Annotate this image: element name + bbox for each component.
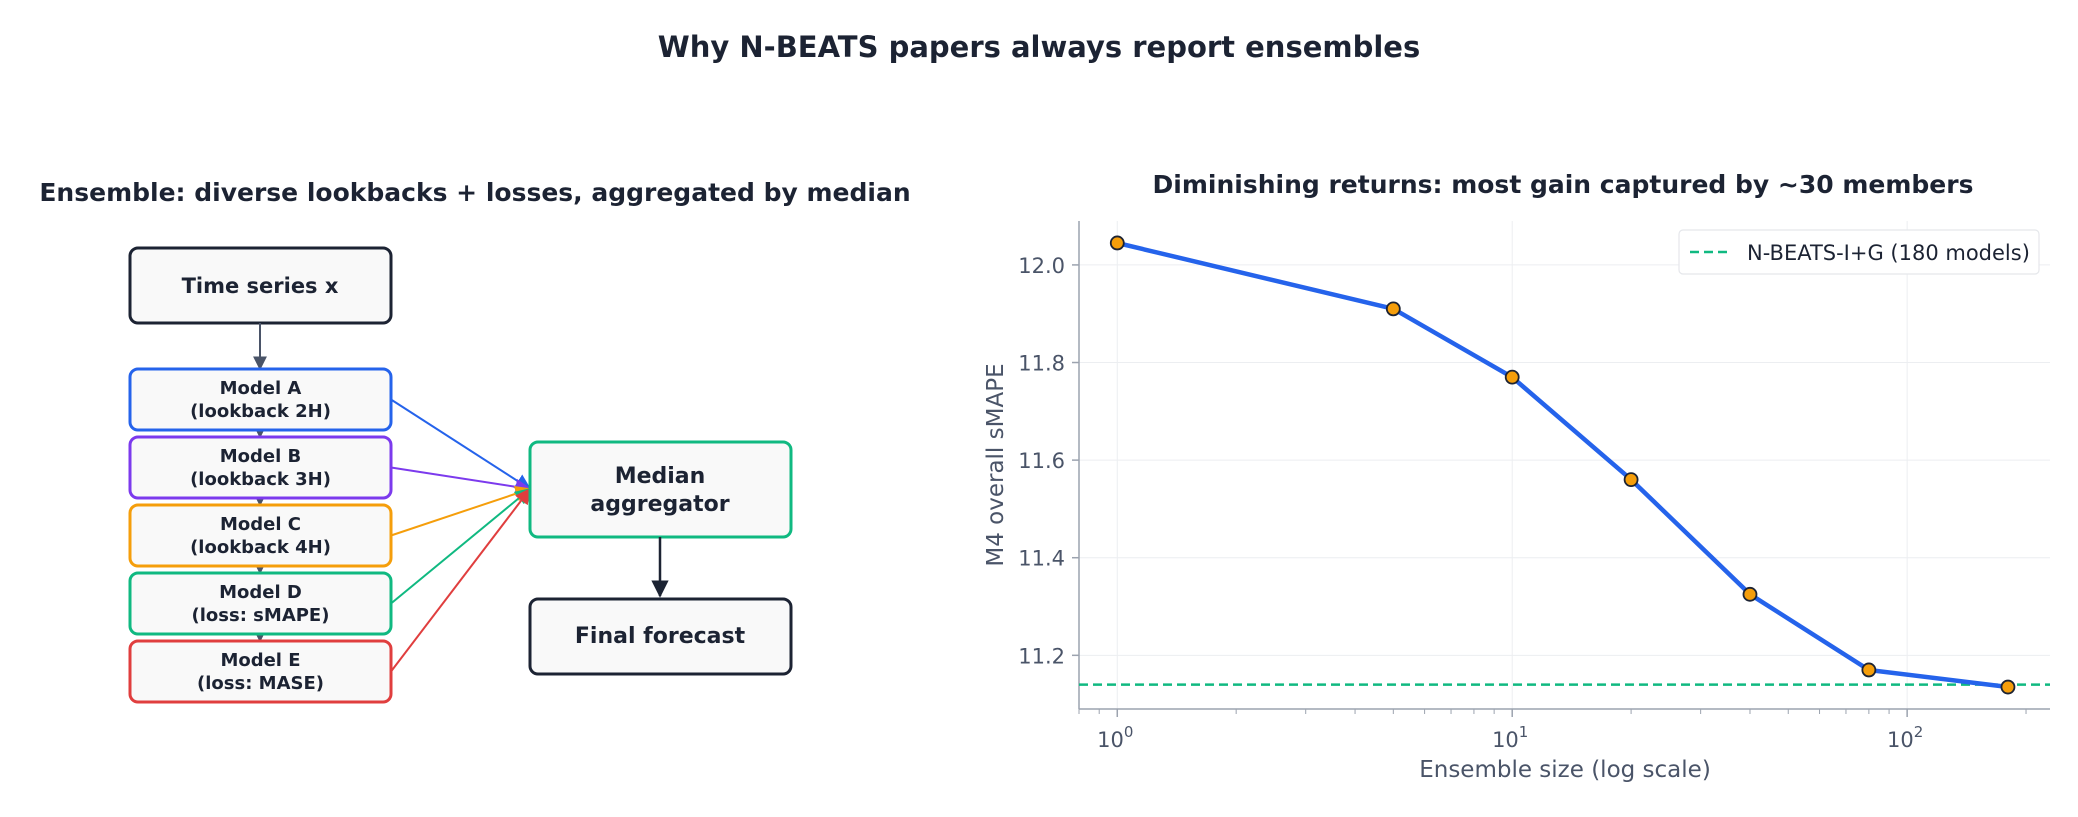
model-arrow [390,466,532,495]
chart-axes [1078,221,2050,710]
model-detail: (loss: MASE) [197,673,324,694]
x-axis-label: Ensemble size (log scale) [1419,757,1711,783]
model-detail: (lookback 2H) [190,401,331,422]
x-tick-label: 100 [1097,723,1133,752]
y-tick-label: 11.8 [1018,352,1065,376]
model-to-aggregator-arrows [390,398,532,673]
aggregator-line2: aggregator [590,492,729,517]
model-node: Model B(lookback 3H) [128,435,393,500]
x-tick-label: 102 [1887,723,1923,752]
model-name: Model E [220,650,300,671]
data-point [1109,235,1125,251]
series-line [1116,240,2009,690]
chart-grid [1079,221,2050,709]
model-detail: (loss: sMAPE) [192,605,330,626]
model-name: Model B [220,446,302,467]
chart-legend: N-BEATS-I+G (180 models) [1678,229,2040,275]
model-arrow [390,487,531,673]
model-arrow [390,398,532,490]
model-node: Model A(lookback 2H) [128,367,393,432]
data-point [1861,662,1877,678]
y-tick-label: 11.2 [1018,644,1065,668]
chart-title: Diminishing returns: most gain captured … [1153,170,1974,199]
data-point [1504,369,1520,385]
output-label: Final forecast [575,624,746,649]
model-detail: (lookback 4H) [190,537,331,558]
chart-ticks: 11.2 11.4 11.6 11.8 12.0 100 101 102 [1018,254,2027,752]
x-tick-label: 101 [1492,723,1528,752]
input-label: Time series x [182,274,339,298]
data-point [2000,679,2016,695]
data-point [1742,586,1758,602]
legend-label: N-BEATS-I+G (180 models) [1747,241,2030,265]
model-name: Model C [220,514,301,535]
aggregator-line1: Median [615,464,706,489]
model-name: Model A [220,378,302,399]
input-node: Time series x [128,246,393,325]
legend-frame [1678,229,2040,275]
data-point [1623,472,1639,488]
model-arrow [390,485,532,537]
y-tick-label: 11.6 [1018,449,1065,473]
model-nodes: Model A(lookback 2H)Model B(lookback 3H)… [128,367,393,704]
diagram-title: Ensemble: diverse lookbacks + losses, ag… [39,178,910,207]
model-node: Model E(loss: MASE) [128,639,393,704]
y-tick-label: 12.0 [1018,254,1065,278]
output-node: Final forecast [528,597,793,676]
series-layer [1109,235,2016,695]
model-node: Model D(loss: sMAPE) [128,571,393,636]
aggregator-node: Median aggregator [528,440,793,539]
y-axis-label: M4 overall sMAPE [983,363,1009,566]
model-name: Model D [219,582,302,603]
model-node: Model C(lookback 4H) [128,503,393,568]
y-tick-label: 11.4 [1018,547,1065,571]
model-arrow [390,487,532,605]
data-point [1385,301,1401,317]
figure-title: Why N-BEATS papers always report ensembl… [657,30,1421,64]
model-detail: (lookback 3H) [190,469,331,490]
